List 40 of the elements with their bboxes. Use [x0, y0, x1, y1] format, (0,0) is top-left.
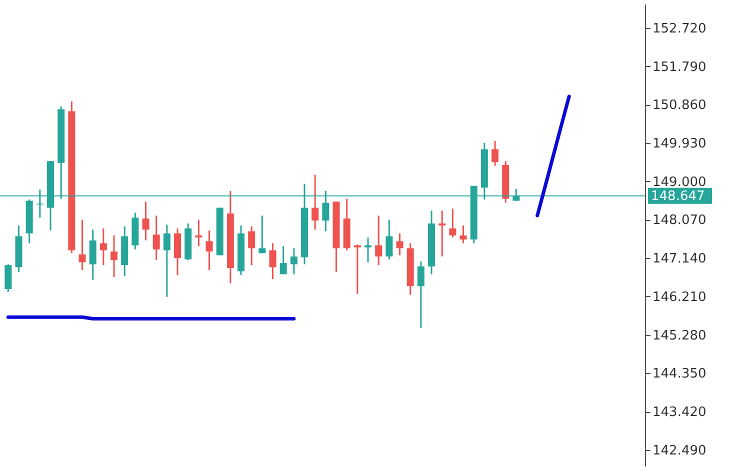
candlestick	[290, 247, 298, 275]
candlestick	[248, 226, 256, 266]
candlestick	[142, 200, 150, 242]
candlestick	[269, 242, 276, 280]
y-tick-label: 152.720	[652, 21, 706, 36]
candlestick	[396, 232, 404, 256]
candlestick	[386, 218, 393, 260]
candlestick	[206, 230, 213, 271]
candlestick	[258, 214, 266, 254]
candlestick	[100, 228, 107, 266]
candlestick	[449, 208, 456, 238]
line-series	[536, 94, 571, 218]
y-tick-label: 148.070	[652, 213, 706, 228]
y-tick-label: 151.790	[652, 60, 706, 75]
candlestick	[280, 245, 287, 275]
y-tick-label: 145.280	[652, 328, 706, 344]
candlestick	[110, 234, 118, 278]
y-tick-label: 143.420	[652, 405, 706, 420]
candlestick	[438, 210, 446, 258]
candlestick	[195, 218, 202, 247]
candlestick	[152, 214, 160, 261]
y-tick-label: 150.860	[652, 98, 706, 114]
y-tick-label: 142.490	[652, 443, 706, 458]
y-tick-label: 147.140	[652, 252, 706, 267]
y-tick-label: 149.930	[652, 136, 706, 152]
candlestick	[492, 140, 499, 166]
candlestick	[417, 260, 424, 329]
y-tick-label: 144.350	[652, 366, 706, 382]
candlestick	[4, 264, 12, 293]
candlestick	[354, 244, 361, 295]
candlestick	[364, 236, 372, 263]
candlestick	[312, 174, 319, 230]
candlestick	[163, 224, 170, 298]
ref-line-label: 148.647	[651, 188, 705, 204]
y-tick-label: 146.210	[652, 290, 706, 305]
candlestick	[89, 228, 96, 281]
y-tick-label: 149.000	[652, 174, 706, 190]
candlestick	[460, 224, 467, 244]
candlestick	[78, 218, 86, 271]
candlestick	[375, 214, 382, 266]
